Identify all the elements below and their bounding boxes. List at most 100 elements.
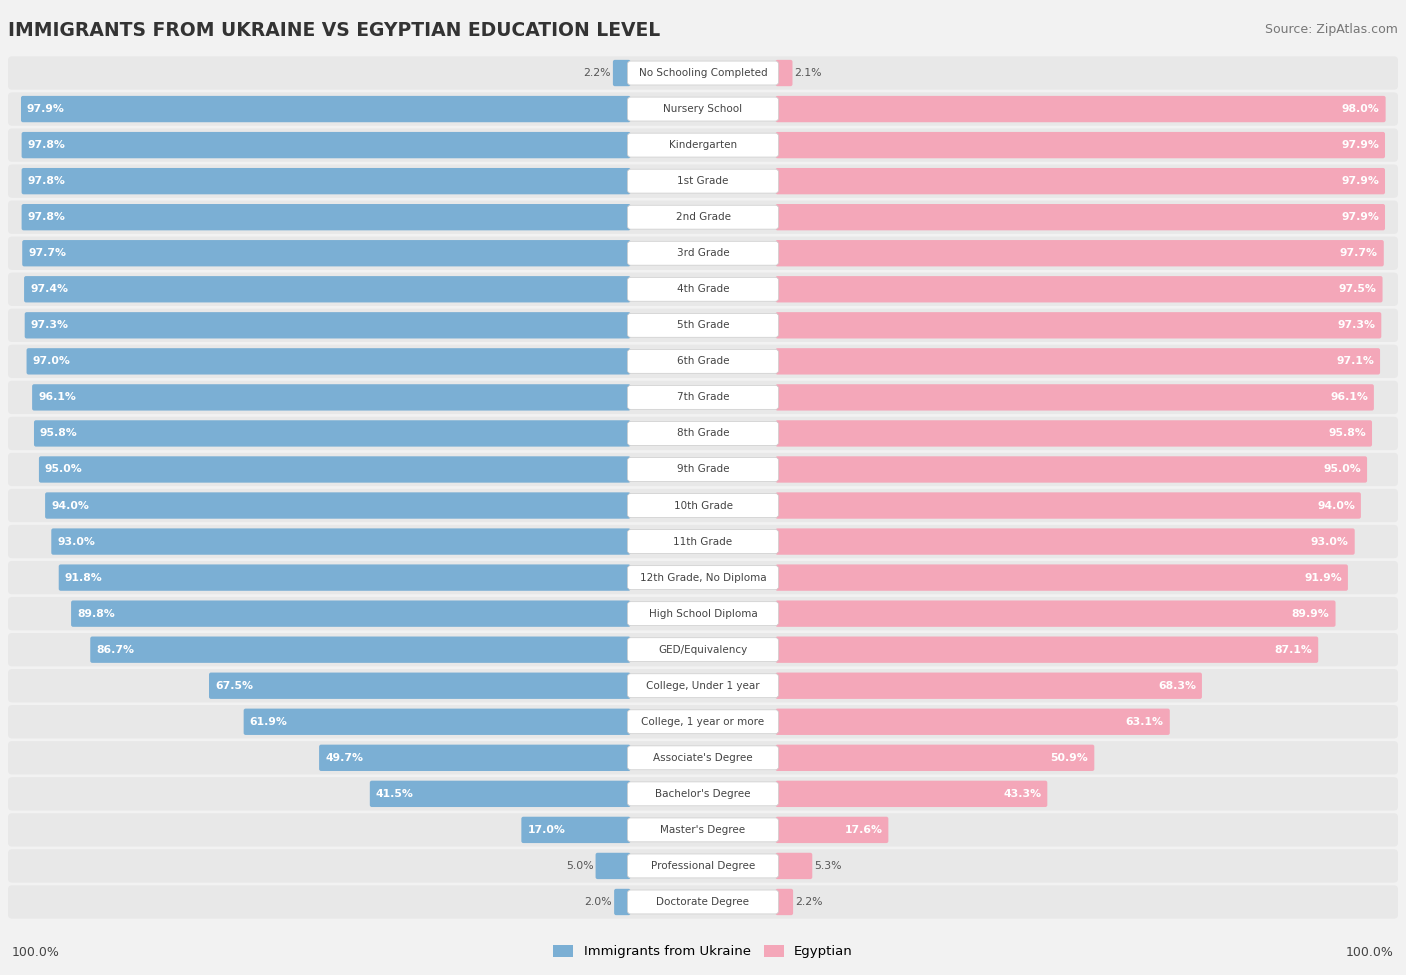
FancyBboxPatch shape bbox=[8, 488, 1398, 523]
FancyBboxPatch shape bbox=[8, 561, 1398, 595]
Text: High School Diploma: High School Diploma bbox=[648, 608, 758, 619]
Text: Source: ZipAtlas.com: Source: ZipAtlas.com bbox=[1265, 23, 1398, 36]
Text: 97.5%: 97.5% bbox=[1339, 285, 1376, 294]
Text: 95.0%: 95.0% bbox=[45, 464, 83, 475]
FancyBboxPatch shape bbox=[8, 309, 1398, 342]
Legend: Immigrants from Ukraine, Egyptian: Immigrants from Ukraine, Egyptian bbox=[548, 940, 858, 963]
FancyBboxPatch shape bbox=[8, 597, 1398, 630]
Text: 9th Grade: 9th Grade bbox=[676, 464, 730, 475]
Text: 87.1%: 87.1% bbox=[1274, 644, 1312, 654]
Text: 5th Grade: 5th Grade bbox=[676, 321, 730, 331]
Text: 93.0%: 93.0% bbox=[58, 536, 96, 547]
Text: 6th Grade: 6th Grade bbox=[676, 356, 730, 367]
Text: 89.8%: 89.8% bbox=[77, 608, 115, 619]
Text: Professional Degree: Professional Degree bbox=[651, 861, 755, 871]
Text: Kindergarten: Kindergarten bbox=[669, 140, 737, 150]
Text: 89.9%: 89.9% bbox=[1292, 608, 1330, 619]
Text: Doctorate Degree: Doctorate Degree bbox=[657, 897, 749, 907]
FancyBboxPatch shape bbox=[39, 456, 630, 483]
FancyBboxPatch shape bbox=[776, 637, 1319, 663]
Text: Associate's Degree: Associate's Degree bbox=[654, 753, 752, 762]
FancyBboxPatch shape bbox=[51, 528, 630, 555]
Text: No Schooling Completed: No Schooling Completed bbox=[638, 68, 768, 78]
FancyBboxPatch shape bbox=[8, 525, 1398, 559]
Text: 11th Grade: 11th Grade bbox=[673, 536, 733, 547]
Text: 8th Grade: 8th Grade bbox=[676, 428, 730, 439]
FancyBboxPatch shape bbox=[627, 854, 779, 878]
FancyBboxPatch shape bbox=[776, 565, 1348, 591]
Text: 2.2%: 2.2% bbox=[583, 68, 610, 78]
Text: 43.3%: 43.3% bbox=[1004, 789, 1042, 799]
Text: 96.1%: 96.1% bbox=[38, 392, 76, 403]
Text: 97.8%: 97.8% bbox=[28, 140, 66, 150]
FancyBboxPatch shape bbox=[8, 416, 1398, 450]
FancyBboxPatch shape bbox=[21, 168, 630, 194]
FancyBboxPatch shape bbox=[627, 313, 779, 337]
FancyBboxPatch shape bbox=[627, 241, 779, 265]
FancyBboxPatch shape bbox=[627, 98, 779, 121]
Text: 97.3%: 97.3% bbox=[31, 321, 69, 331]
FancyBboxPatch shape bbox=[22, 240, 630, 266]
Text: 97.9%: 97.9% bbox=[1341, 140, 1379, 150]
Text: 61.9%: 61.9% bbox=[250, 717, 287, 726]
FancyBboxPatch shape bbox=[8, 237, 1398, 270]
FancyBboxPatch shape bbox=[8, 813, 1398, 846]
Text: GED/Equivalency: GED/Equivalency bbox=[658, 644, 748, 654]
Text: Bachelor's Degree: Bachelor's Degree bbox=[655, 789, 751, 799]
Text: 68.3%: 68.3% bbox=[1159, 681, 1197, 690]
FancyBboxPatch shape bbox=[776, 348, 1381, 374]
FancyBboxPatch shape bbox=[776, 204, 1385, 230]
FancyBboxPatch shape bbox=[776, 817, 889, 843]
FancyBboxPatch shape bbox=[596, 853, 630, 879]
FancyBboxPatch shape bbox=[627, 529, 779, 554]
FancyBboxPatch shape bbox=[613, 59, 630, 86]
Text: 97.7%: 97.7% bbox=[1340, 249, 1378, 258]
FancyBboxPatch shape bbox=[8, 849, 1398, 882]
Text: 63.1%: 63.1% bbox=[1126, 717, 1164, 726]
FancyBboxPatch shape bbox=[627, 818, 779, 841]
Text: 67.5%: 67.5% bbox=[215, 681, 253, 690]
Text: 97.7%: 97.7% bbox=[28, 249, 66, 258]
FancyBboxPatch shape bbox=[627, 170, 779, 193]
Text: 12th Grade, No Diploma: 12th Grade, No Diploma bbox=[640, 572, 766, 583]
Text: 97.9%: 97.9% bbox=[1341, 176, 1379, 186]
Text: 100.0%: 100.0% bbox=[1346, 947, 1393, 959]
FancyBboxPatch shape bbox=[8, 201, 1398, 234]
FancyBboxPatch shape bbox=[627, 385, 779, 409]
FancyBboxPatch shape bbox=[8, 57, 1398, 90]
Text: 2.0%: 2.0% bbox=[585, 897, 612, 907]
FancyBboxPatch shape bbox=[627, 421, 779, 446]
FancyBboxPatch shape bbox=[627, 277, 779, 301]
Text: 97.9%: 97.9% bbox=[27, 104, 65, 114]
FancyBboxPatch shape bbox=[8, 705, 1398, 738]
Text: 50.9%: 50.9% bbox=[1050, 753, 1088, 762]
FancyBboxPatch shape bbox=[34, 420, 630, 447]
FancyBboxPatch shape bbox=[522, 817, 630, 843]
FancyBboxPatch shape bbox=[776, 456, 1367, 483]
FancyBboxPatch shape bbox=[776, 853, 813, 879]
FancyBboxPatch shape bbox=[627, 566, 779, 590]
FancyBboxPatch shape bbox=[209, 673, 630, 699]
FancyBboxPatch shape bbox=[627, 638, 779, 662]
FancyBboxPatch shape bbox=[776, 420, 1372, 447]
FancyBboxPatch shape bbox=[8, 165, 1398, 198]
FancyBboxPatch shape bbox=[627, 61, 779, 85]
FancyBboxPatch shape bbox=[776, 528, 1355, 555]
FancyBboxPatch shape bbox=[319, 745, 630, 771]
FancyBboxPatch shape bbox=[27, 348, 630, 374]
Text: 86.7%: 86.7% bbox=[96, 644, 134, 654]
FancyBboxPatch shape bbox=[8, 633, 1398, 666]
FancyBboxPatch shape bbox=[370, 781, 630, 807]
FancyBboxPatch shape bbox=[776, 709, 1170, 735]
Text: 17.6%: 17.6% bbox=[845, 825, 883, 835]
Text: 5.3%: 5.3% bbox=[814, 861, 842, 871]
Text: 5.0%: 5.0% bbox=[567, 861, 593, 871]
FancyBboxPatch shape bbox=[776, 96, 1386, 122]
Text: 97.3%: 97.3% bbox=[1337, 321, 1375, 331]
FancyBboxPatch shape bbox=[8, 380, 1398, 414]
Text: 97.0%: 97.0% bbox=[32, 356, 70, 367]
Text: Nursery School: Nursery School bbox=[664, 104, 742, 114]
Text: 2.1%: 2.1% bbox=[794, 68, 823, 78]
Text: Master's Degree: Master's Degree bbox=[661, 825, 745, 835]
Text: 97.1%: 97.1% bbox=[1336, 356, 1374, 367]
